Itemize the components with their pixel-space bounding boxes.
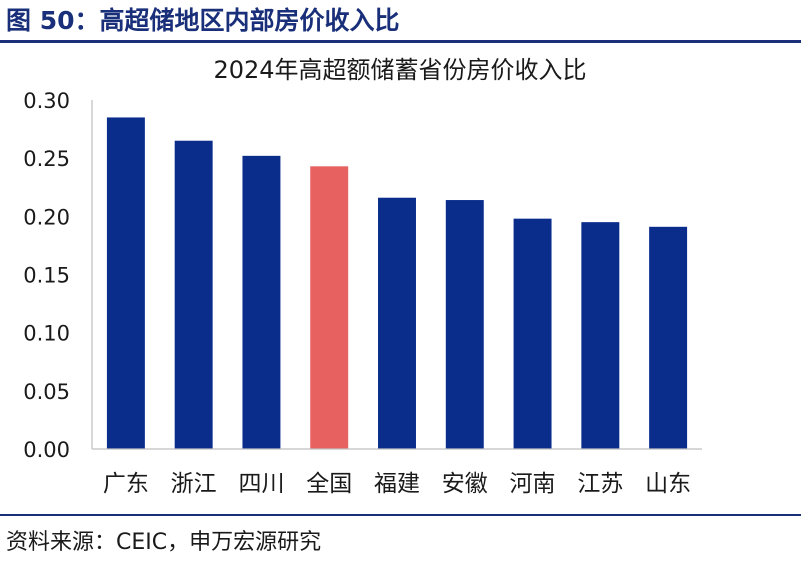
bar-8 [581, 222, 620, 449]
x-tick-label: 四川 [238, 471, 284, 497]
header-rule [0, 40, 801, 43]
x-tick-label: 安徽 [442, 471, 488, 497]
x-tick-label: 江苏 [577, 471, 623, 497]
bar-5 [378, 197, 416, 449]
bars [106, 117, 688, 449]
x-tick-label: 全国 [306, 471, 352, 497]
chart-title: 2024年高超额储蓄省份房价收入比 [213, 56, 586, 84]
bar-4 [310, 166, 349, 449]
x-tick-label: 福建 [374, 471, 420, 497]
bar-chart: 2024年高超额储蓄省份房价收入比 0.000.050.100.150.200.… [23, 56, 702, 497]
x-tick-label: 广东 [103, 471, 149, 497]
bar-7 [513, 218, 552, 449]
y-tick-label: 0.20 [23, 205, 70, 229]
x-axis: 广东 浙江 四川 全国 福建 安徽 河南 江苏 山东 [92, 448, 702, 497]
x-tick-label: 河南 [510, 471, 556, 497]
y-tick-label: 0.25 [23, 147, 70, 171]
y-tick-label: 0.05 [23, 380, 70, 404]
bar-3 [242, 155, 281, 449]
y-tick-label: 0.15 [23, 264, 70, 288]
x-tick-label: 浙江 [171, 471, 217, 497]
figure-title: 图 50：高超储地区内部房价收入比 [6, 6, 400, 35]
y-tick-label: 0.10 [23, 322, 70, 346]
x-tick-label: 山东 [645, 471, 691, 497]
y-axis: 0.00 0.05 0.10 0.15 0.20 0.25 0.30 [23, 89, 93, 462]
bar-9 [649, 226, 688, 449]
source-note: 资料来源：CEIC，申万宏源研究 [6, 530, 322, 555]
bar-2 [174, 140, 213, 449]
bar-1 [106, 117, 145, 449]
footer-rule [0, 514, 801, 516]
bar-6 [445, 200, 484, 449]
y-tick-label: 0.30 [23, 89, 70, 113]
y-tick-label: 0.00 [23, 438, 70, 462]
